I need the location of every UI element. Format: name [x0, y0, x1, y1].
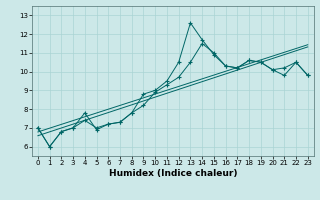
- X-axis label: Humidex (Indice chaleur): Humidex (Indice chaleur): [108, 169, 237, 178]
